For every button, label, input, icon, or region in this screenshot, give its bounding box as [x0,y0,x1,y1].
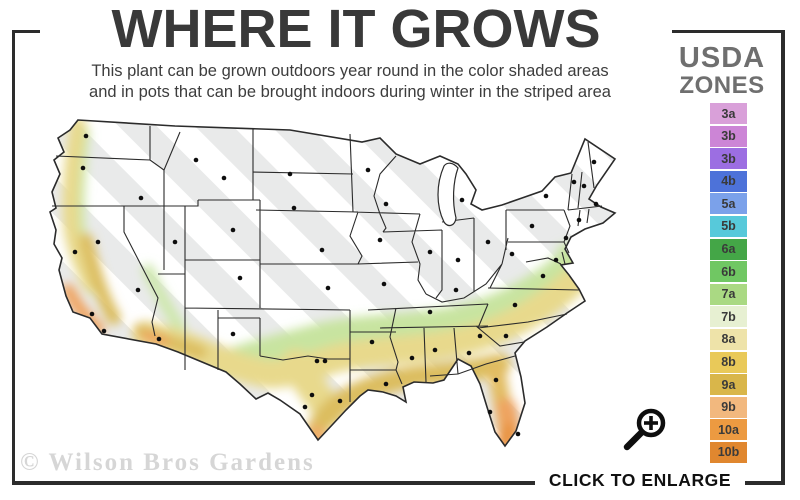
us-map-svg [49,119,617,448]
state-borders [52,126,603,402]
click-to-enlarge-button[interactable]: CLICK TO ENLARGE [535,404,745,494]
subtitle: This plant can be grown outdoors year ro… [40,61,660,103]
legend-title-zones: ZONES [679,72,765,99]
zone-swatch-6b-7: 6b [710,261,747,283]
zone-swatch-8a-10: 8a [710,328,747,350]
usda-zones-legend-title: USDA ZONES [668,42,776,99]
usda-zone-swatch-list: 3a 3b 3b 4b 5a 5b 6a 6b 7a 7b 8a 8b 9a 9b 10a 10b [710,103,747,465]
zone-swatch-3b-2: 3b [710,148,747,170]
legend-title-usda: USDA [678,42,766,74]
subtitle-line-2: and in pots that can be brought indoors … [89,83,611,101]
city-dots [72,133,599,437]
magnifier-zoom-icon[interactable] [619,404,673,467]
us-hardiness-map [28,112,660,474]
lake-michigan [437,162,459,227]
zone-swatch-6a-6: 6a [710,238,747,260]
click-to-enlarge-label[interactable]: CLICK TO ENLARGE [535,469,745,494]
zone-swatch-3a-0: 3a [710,103,747,124]
zone-swatch-10a-14: 10a [710,419,747,441]
zone-swatch-10b-15: 10b [710,441,747,463]
zone-swatch-5a-4: 5a [710,193,747,215]
zone-swatch-9a-12: 9a [710,374,747,396]
subtitle-line-1: This plant can be grown outdoors year ro… [91,62,609,80]
zone-swatch-8b-11: 8b [710,351,747,373]
zone-swatch-5b-5: 5b [710,215,747,237]
page-title: WHERE IT GROWS [40,0,672,58]
zone-swatch-3b-1: 3b [710,125,747,147]
us-outline [49,119,617,448]
zone-swatch-7a-8: 7a [710,283,747,305]
zone-swatch-9b-13: 9b [710,396,747,418]
watermark: © Wilson Bros Gardens [20,449,315,476]
zone-swatch-7b-9: 7b [710,306,747,328]
zone-swatch-4b-3: 4b [710,170,747,192]
